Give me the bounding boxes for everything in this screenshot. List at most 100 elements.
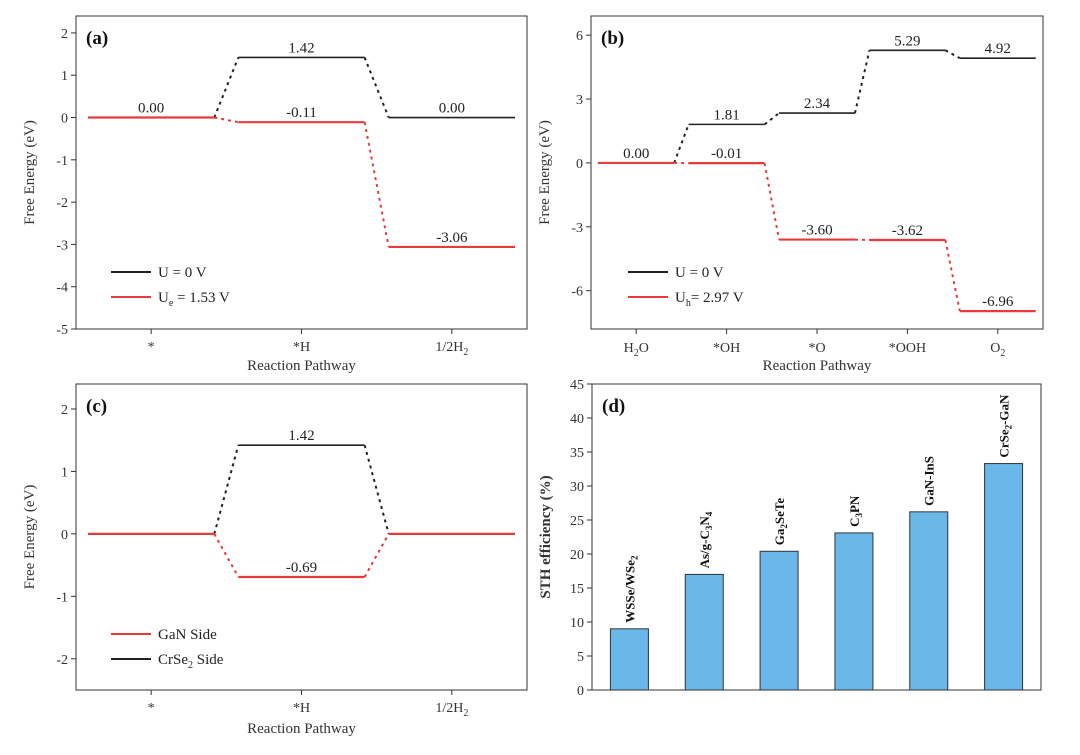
x-tick-label: *OH	[713, 341, 740, 356]
legend-label: U = 0 V	[675, 265, 724, 281]
y-tick-label: -6	[571, 285, 583, 300]
y-tick-label: -2	[56, 196, 68, 211]
data-label: -0.01	[711, 146, 742, 162]
data-label: 1.42	[288, 428, 314, 444]
series-1: -0.69	[88, 532, 515, 579]
panel-label: (b)	[601, 28, 624, 49]
x-tick-label: *	[148, 340, 155, 355]
bar-label: GaN-InS	[922, 456, 937, 506]
y-tick-label: 1	[61, 465, 68, 480]
y-tick-label: 45	[570, 378, 584, 393]
x-tick-label: *	[148, 701, 155, 716]
data-label: 5.29	[894, 33, 920, 49]
data-label: -3.06	[436, 230, 468, 246]
y-tick-label: 2	[61, 403, 68, 418]
y-tick-label: -1	[56, 154, 68, 169]
data-label: 4.92	[985, 41, 1011, 57]
y-tick-label: 3	[576, 93, 583, 108]
data-label: 0.00	[439, 101, 465, 117]
series-1: -0.11 -3.06	[88, 105, 515, 249]
y-tick-label: 40	[570, 412, 584, 427]
y-tick-label: -2	[56, 653, 68, 668]
y-tick-label: -4	[56, 281, 68, 296]
bar-label: As/g-C3N4	[697, 511, 714, 568]
panel-a: 2 1 0 -1 -2 -3 -4 -5 Free Energy (eV) (a) * *H 1/2H2…	[22, 15, 528, 374]
legend: U = 0 V Ue = 1.53 V	[111, 265, 230, 309]
transition-connector	[363, 121, 390, 248]
x-tick-label: *OOH	[889, 341, 926, 356]
y-axis-title: Free Energy (eV)	[22, 485, 38, 590]
transition-connector	[944, 49, 961, 60]
data-label: -0.69	[286, 560, 317, 576]
panel-d: 0 5 10 15 20 25 30 35 40 45 STH efficiency (%) (d) W…	[538, 378, 1042, 699]
panel-c: 2 1 0 -1 -2 Free Energy (eV) (c) * *H 1/2H2 Reacti…	[22, 383, 528, 737]
legend: GaN Side CrSe2 Side	[111, 627, 224, 671]
y-tick-label: 2	[61, 27, 68, 42]
panel-b: 6 3 0 -3 -6 Free Energy (eV) (b) H2O *OH *O *OOH O2…	[537, 15, 1044, 374]
data-label: -6.96	[982, 294, 1014, 310]
panel-label: (d)	[602, 396, 625, 417]
y-tick-label: 5	[577, 650, 584, 665]
y-tick-label: 6	[576, 29, 583, 44]
transition-connector	[213, 533, 240, 578]
x-axis-title: Reaction Pathway	[247, 358, 356, 374]
data-label: 1.42	[288, 40, 314, 56]
data-label: 2.34	[804, 96, 831, 112]
data-label: -3.62	[892, 223, 923, 239]
y-tick-label: 15	[570, 582, 584, 597]
x-tick-label: 1/2H2	[435, 340, 468, 358]
legend-label: Ue = 1.53 V	[158, 290, 230, 309]
panel-label: (a)	[86, 28, 108, 49]
transition-connector	[213, 57, 240, 118]
y-tick-label: 30	[570, 480, 584, 495]
data-label: 1.81	[713, 107, 739, 123]
x-tick-label: *H	[293, 340, 310, 355]
y-tick-label: 0	[576, 157, 583, 172]
transition-connector	[673, 124, 690, 164]
x-tick-label: 1/2H2	[435, 701, 468, 719]
bar	[684, 573, 724, 691]
x-tick-label: H2O	[624, 341, 649, 359]
plot-frame-a	[75, 15, 528, 330]
y-tick-label: 1	[61, 69, 68, 84]
transition-connector	[763, 162, 781, 240]
y-tick-label: 0	[577, 684, 584, 699]
plot-frame-d	[591, 383, 1042, 691]
series-0: 0.00 1.81 2.34 5.29 4.92	[598, 33, 1036, 164]
bar-label: CrSe2-GaN	[997, 394, 1014, 458]
transition-connector	[363, 57, 390, 118]
legend-label: CrSe2 Side	[158, 652, 224, 671]
transition-connector	[213, 444, 240, 535]
transition-connector	[214, 116, 239, 124]
bar	[984, 463, 1024, 691]
data-label: -0.11	[286, 105, 317, 121]
bar-label: WSSe/WSe2	[622, 555, 639, 623]
transition-connector	[944, 239, 961, 312]
y-axis-title: Free Energy (eV)	[537, 120, 553, 225]
series-0: 1.42	[88, 428, 515, 535]
transition-connector	[363, 533, 390, 578]
x-axis-title: Reaction Pathway	[763, 358, 872, 374]
legend-label: Uh= 2.97 V	[675, 290, 744, 309]
y-tick-label: -5	[56, 323, 68, 338]
legend-label: U = 0 V	[158, 265, 207, 281]
series-1: -0.01 -3.60 -3.62 -6.96	[598, 146, 1036, 313]
y-tick-label: 20	[570, 548, 584, 563]
bar	[609, 628, 649, 691]
legend: U = 0 V Uh= 2.97 V	[628, 265, 744, 309]
transition-connector	[763, 112, 780, 126]
y-tick-label: 25	[570, 514, 584, 529]
y-tick-label: 0	[61, 528, 68, 543]
y-tick-label: -1	[56, 590, 68, 605]
plot-frame-b	[590, 15, 1044, 330]
bar	[759, 550, 799, 691]
bar	[834, 532, 874, 691]
y-axis-title: Free Energy (eV)	[22, 120, 38, 225]
data-label: 0.00	[623, 146, 649, 162]
y-tick-label: 0	[61, 112, 68, 127]
y-axis-title: STH efficiency (%)	[538, 475, 554, 598]
data-label: -3.60	[801, 223, 832, 239]
x-axis-title: Reaction Pathway	[247, 721, 356, 737]
legend-label: GaN Side	[158, 627, 217, 643]
